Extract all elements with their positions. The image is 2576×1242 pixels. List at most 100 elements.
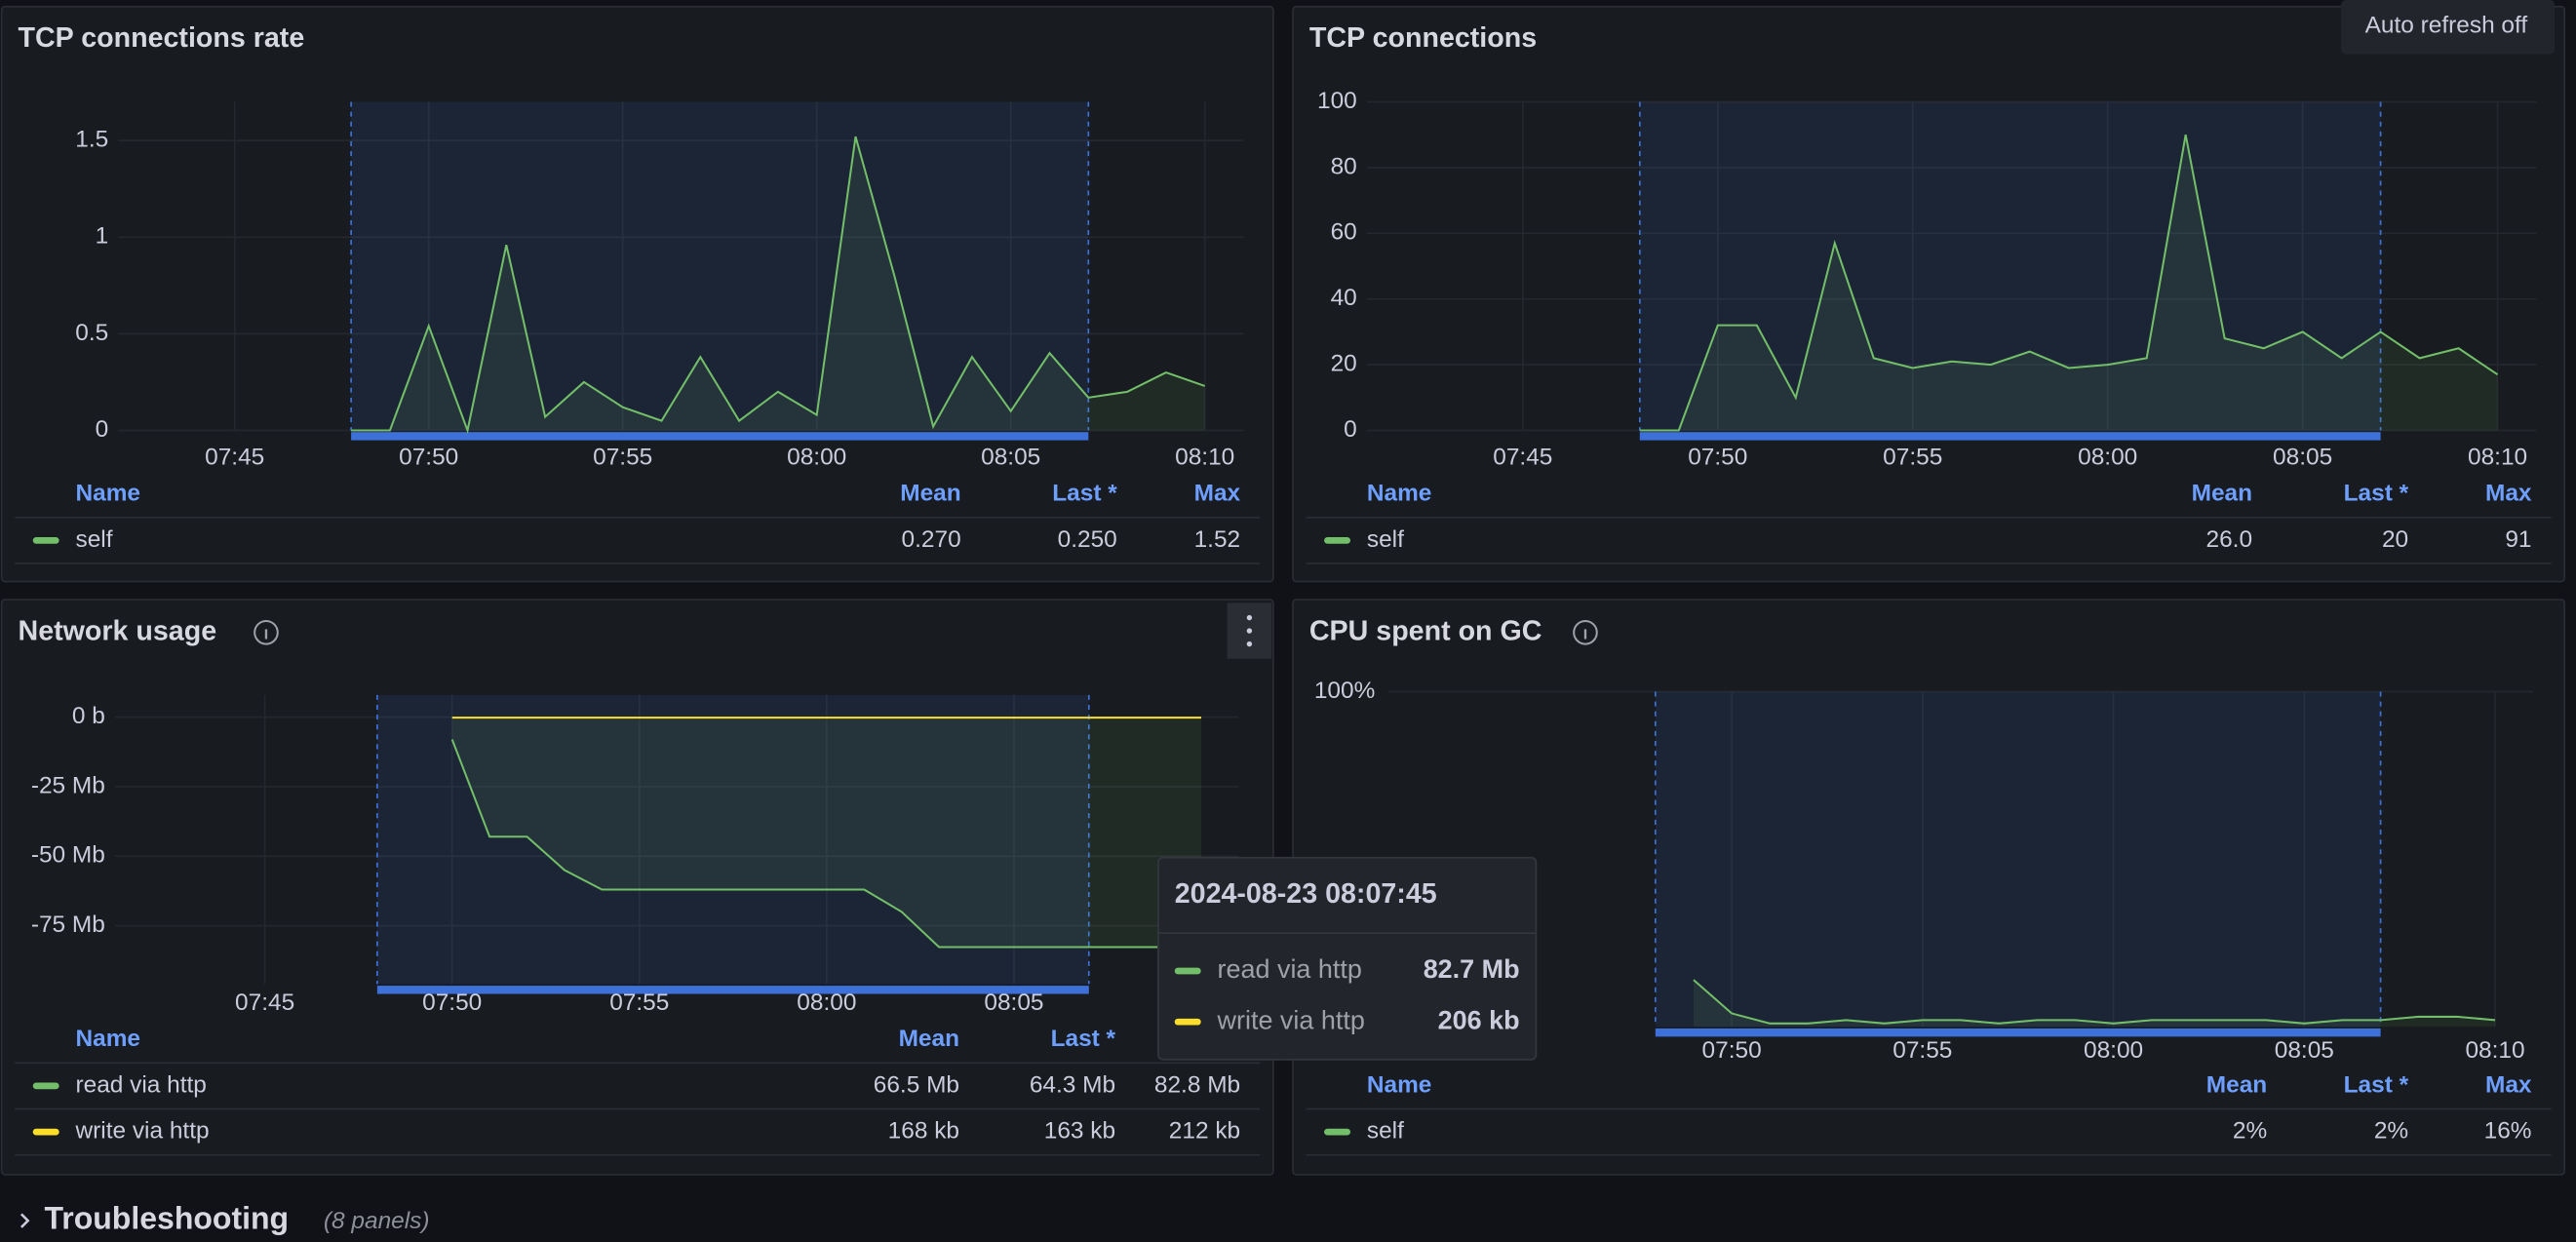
panels: TCP connections rate 0 0.5 1 1.5 07:45 07:50 07…: [0, 5, 2566, 1176]
legend-header: Name: [1367, 1071, 1432, 1098]
legend-header: Last *: [1052, 481, 1117, 507]
legend-stat: 0.250: [1058, 526, 1117, 553]
x-tick-label: 07:55: [593, 445, 652, 471]
panel-title: Network usage: [19, 615, 217, 646]
y-tick-label: 60: [1331, 219, 1357, 246]
x-tick-label: 08:00: [2084, 1037, 2143, 1064]
auto-refresh-label[interactable]: Auto refresh off: [2365, 12, 2528, 38]
tooltip-value: 206 kb: [1438, 1005, 1520, 1034]
x-tick-label: 07:55: [1893, 1037, 1952, 1064]
legend-stat: 2%: [2233, 1118, 2267, 1145]
annotation-region: [351, 101, 1089, 431]
tooltip-value: 82.7 Mb: [1424, 954, 1520, 984]
x-tick-label: 08:05: [2275, 1037, 2334, 1064]
legend-header: Mean: [2206, 1071, 2267, 1098]
y-tick-label: -50 Mb: [31, 842, 105, 869]
x-tick-label: 07:50: [1702, 1037, 1762, 1064]
x-tick-label: 07:55: [1883, 445, 1942, 471]
legend-swatch: [32, 1082, 59, 1090]
y-tick-label: 1.5: [75, 127, 108, 153]
info-icon: [254, 619, 279, 645]
auto-refresh-button[interactable]: [2341, 0, 2556, 55]
x-tick-label: 07:55: [609, 990, 669, 1016]
x-tick-label: 07:50: [399, 445, 458, 471]
legend-header: Mean: [2192, 481, 2252, 507]
legend-header: Name: [76, 481, 141, 507]
panel-title: TCP connections: [1309, 22, 1537, 54]
legend-header: Max: [2485, 481, 2532, 507]
y-tick-label: 20: [1331, 351, 1357, 377]
annotation-region: [1639, 101, 2381, 431]
region-bar: [1639, 432, 2381, 441]
row-chevron[interactable]: [20, 1213, 30, 1228]
legend-header: Name: [76, 1026, 141, 1052]
legend-stat: 168 kb: [888, 1118, 959, 1145]
legend-swatch: [1324, 1128, 1351, 1136]
legend-stat: 82.8 Mb: [1154, 1071, 1240, 1098]
series-line: [1693, 979, 2496, 1025]
legend-stat: 16%: [2484, 1118, 2532, 1145]
tooltip-series: write via http: [1217, 1005, 1365, 1034]
x-tick-label: 08:05: [2273, 445, 2332, 471]
menu-dot: [1246, 628, 1253, 634]
legend-stat: 66.5 Mb: [874, 1071, 959, 1098]
legend-stat: 91: [2505, 526, 2531, 553]
info-icon: [1573, 619, 1598, 645]
series-area: [1693, 980, 2496, 1028]
y-tick-label: 100: [1317, 88, 1357, 114]
x-tick-label: 07:50: [422, 990, 482, 1016]
x-tick-label: 08:10: [2465, 1037, 2524, 1064]
tooltip-swatch: [1174, 1018, 1201, 1026]
legend-header: Last *: [2344, 1071, 2409, 1098]
legend-name: write via http: [75, 1118, 210, 1145]
legend-name: self: [1367, 1118, 1404, 1145]
x-tick-label: 08:00: [787, 445, 846, 471]
x-tick-label: 08:05: [984, 990, 1043, 1016]
y-tick-label: 40: [1331, 285, 1357, 311]
y-tick-label: -75 Mb: [31, 912, 105, 938]
legend-header: Mean: [899, 1026, 959, 1052]
y-tick-label: -25 Mb: [31, 772, 105, 798]
tooltip-series: read via http: [1218, 954, 1362, 984]
tooltip-box: [1157, 856, 1538, 1061]
legend-name: self: [76, 526, 113, 553]
row-title[interactable]: Troubleshooting: [44, 1201, 289, 1236]
row-panel-count: (8 panels): [324, 1208, 430, 1234]
x-tick-label: 07:50: [1688, 445, 1747, 471]
legend-header: Max: [1194, 481, 1241, 507]
x-tick-label: 08:00: [797, 990, 856, 1016]
legend-header: Name: [1367, 481, 1432, 507]
legend-stat: 0.270: [902, 526, 961, 553]
y-tick-label: 1: [96, 223, 109, 250]
legend-stat: 20: [2382, 526, 2408, 553]
panel: Network usage 0 b -25 Mb -50 Mb -75 Mb 07:45 0…: [0, 599, 1274, 1176]
legend-stat: 2%: [2374, 1118, 2408, 1145]
legend-swatch: [32, 1128, 59, 1136]
y-tick-label: 0.5: [75, 320, 108, 346]
legend-header: Mean: [900, 481, 960, 507]
annotation-region: [1655, 691, 2381, 1028]
y-tick-label: 0: [96, 416, 109, 443]
legend-name: self: [1367, 526, 1404, 553]
panel-title: CPU spent on GC: [1309, 615, 1542, 646]
panel: CPU spent on GC 100% 07:50 07:55 08:00 08:05 0…: [1292, 599, 2566, 1176]
series-area: [451, 717, 1202, 948]
x-tick-label: 08:10: [1175, 445, 1234, 471]
legend-swatch: [1324, 537, 1351, 544]
annotation-region: [376, 694, 1089, 985]
series-area: [1639, 135, 2498, 431]
region-bar: [1655, 1028, 2381, 1037]
panel-menu[interactable]: [1227, 602, 1272, 659]
x-tick-label: 07:45: [235, 990, 294, 1016]
tooltip-time: 2024-08-23 08:07:45: [1175, 878, 1437, 910]
series-line: [450, 739, 1202, 949]
y-tick-label: 0: [1344, 416, 1357, 443]
tooltip-swatch: [1174, 967, 1201, 975]
legend-header: Max: [2485, 1071, 2532, 1098]
legend-stat: 212 kb: [1169, 1118, 1240, 1145]
legend-stat: 163 kb: [1044, 1118, 1115, 1145]
legend-stat: 1.52: [1194, 526, 1241, 553]
x-tick-label: 08:05: [981, 445, 1040, 471]
panel: TCP connections 0 20 40 60 80 100 07:45 07:50 07:…: [1292, 5, 2566, 583]
